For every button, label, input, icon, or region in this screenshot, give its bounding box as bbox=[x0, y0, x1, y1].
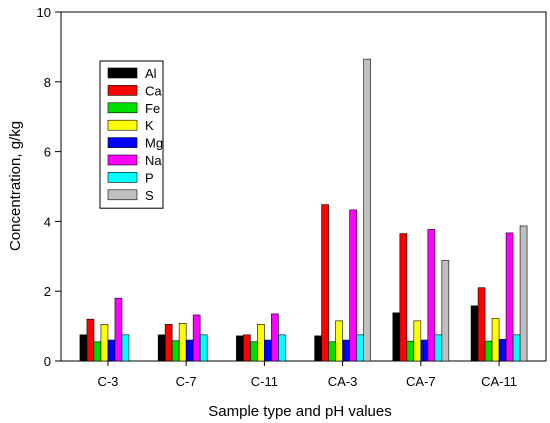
bar-mg-ca-3 bbox=[342, 339, 350, 362]
legend-label-k: K bbox=[145, 118, 154, 133]
bar-fe-c-3 bbox=[93, 341, 102, 362]
bar-p-ca-3 bbox=[356, 334, 364, 362]
bar-al-c-7 bbox=[157, 334, 166, 362]
bar-ca-c-7 bbox=[164, 324, 173, 362]
bar-na-c-11 bbox=[271, 313, 279, 362]
bar-mg-c-11 bbox=[264, 339, 272, 362]
bar-k-ca-7 bbox=[413, 320, 422, 362]
legend-swatch-fe bbox=[107, 102, 138, 114]
legend-label-s: S bbox=[145, 188, 154, 203]
legend-label-al: Al bbox=[145, 66, 157, 81]
y-tick-label: 10 bbox=[37, 5, 51, 20]
bar-p-c-11 bbox=[278, 334, 286, 362]
y-axis-label: Concentration, g/kg bbox=[7, 121, 24, 251]
bar-fe-ca-3 bbox=[328, 341, 336, 362]
legend-swatch-ca bbox=[107, 85, 138, 96]
y-tick-label: 2 bbox=[44, 284, 51, 299]
legend-label-p: P bbox=[145, 170, 154, 185]
y-tick-label: 8 bbox=[44, 75, 51, 90]
bar-al-c-11 bbox=[236, 335, 244, 362]
bar-k-ca-11 bbox=[491, 318, 500, 362]
bar-ca-ca-3 bbox=[321, 204, 329, 362]
axes: 0 2 4 6 8 10 C-3 C-7 C-11 CA-3 CA-7 CA-11 bbox=[37, 5, 547, 389]
legend-swatch-al bbox=[107, 67, 138, 79]
legend-swatch-s bbox=[107, 189, 138, 201]
x-tick-label: CA-7 bbox=[406, 374, 436, 389]
bar-k-ca-3 bbox=[335, 320, 343, 362]
bar-fe-c-11 bbox=[250, 341, 258, 362]
x-tick-label: CA-3 bbox=[328, 374, 358, 389]
bar-na-c-7 bbox=[192, 314, 201, 362]
bar-mg-c-7 bbox=[185, 339, 194, 362]
bar-k-c-3 bbox=[100, 324, 109, 362]
bar-na-c-3 bbox=[114, 297, 123, 362]
bar-s-ca-11 bbox=[519, 225, 528, 362]
bar-p-ca-7 bbox=[434, 334, 443, 362]
bar-k-c-7 bbox=[178, 323, 187, 362]
legend-swatch-p bbox=[107, 172, 138, 183]
bar-ca-c-3 bbox=[86, 318, 95, 362]
bar-mg-ca-11 bbox=[498, 339, 507, 362]
legend-label-mg: Mg bbox=[145, 136, 163, 151]
bar-p-ca-11 bbox=[512, 334, 521, 362]
bar-s-ca-3 bbox=[363, 58, 371, 362]
bar-ca-ca-7 bbox=[399, 233, 408, 362]
bar-fe-ca-11 bbox=[484, 340, 493, 362]
bars-layer bbox=[79, 58, 528, 362]
legend: Al Ca Fe K Mg Na PS bbox=[99, 60, 164, 209]
legend-label-na: Na bbox=[145, 153, 162, 168]
plot-frame bbox=[60, 11, 547, 362]
legend-label-fe: Fe bbox=[145, 101, 160, 116]
bar-fe-c-7 bbox=[171, 340, 180, 362]
bar-al-ca-3 bbox=[314, 335, 322, 362]
bar-p-c-3 bbox=[121, 334, 130, 362]
x-axis-label: Sample type and pH values bbox=[208, 403, 391, 420]
legend-label-ca: Ca bbox=[145, 83, 162, 98]
x-tick-label: CA-11 bbox=[481, 374, 517, 389]
bar-ca-ca-11 bbox=[477, 287, 486, 362]
bar-al-c-3 bbox=[79, 334, 88, 362]
bar-p-c-7 bbox=[199, 334, 208, 362]
bar-k-c-11 bbox=[257, 324, 265, 362]
bar-na-ca-3 bbox=[349, 209, 357, 362]
bar-mg-c-3 bbox=[107, 339, 116, 362]
bar-al-ca-11 bbox=[470, 305, 479, 362]
x-tick-label: C-7 bbox=[176, 374, 197, 389]
bar-ca-c-11 bbox=[243, 334, 251, 362]
y-tick-label: 6 bbox=[44, 145, 51, 160]
legend-swatch-na bbox=[107, 154, 138, 166]
bar-na-ca-11 bbox=[505, 232, 514, 362]
bar-al-ca-7 bbox=[392, 312, 401, 362]
bar-fe-ca-7 bbox=[406, 340, 415, 362]
bar-s-ca-7 bbox=[441, 260, 450, 362]
bar-na-ca-7 bbox=[427, 229, 436, 362]
legend-swatch-mg bbox=[107, 137, 138, 148]
legend-swatch-k bbox=[107, 119, 138, 131]
y-tick-label: 0 bbox=[44, 354, 51, 369]
x-tick-label: C-3 bbox=[97, 374, 118, 389]
x-tick-label: C-11 bbox=[251, 374, 278, 389]
bar-mg-ca-7 bbox=[420, 339, 429, 362]
y-tick-label: 4 bbox=[44, 214, 51, 229]
